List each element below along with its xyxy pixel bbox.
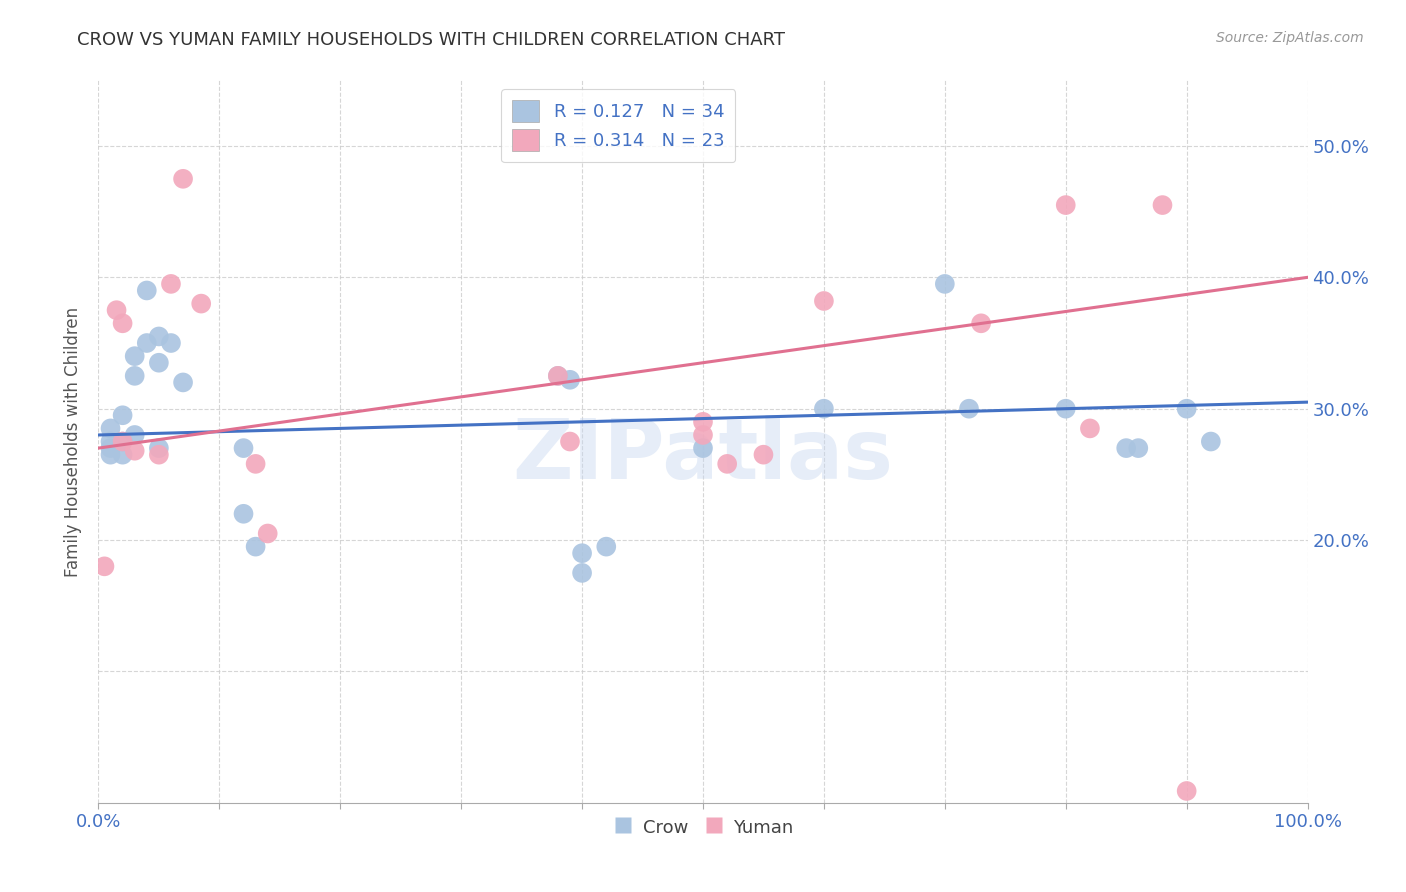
Point	[93, 559, 115, 574]
Point	[571, 546, 593, 560]
Point	[1152, 198, 1174, 212]
Point	[1054, 401, 1077, 416]
Point	[245, 457, 267, 471]
Point	[1199, 434, 1222, 449]
Point	[752, 448, 775, 462]
Point	[105, 303, 128, 318]
Point	[232, 441, 254, 455]
Point	[1128, 441, 1150, 455]
Point	[111, 434, 134, 449]
Text: CROW VS YUMAN FAMILY HOUSEHOLDS WITH CHILDREN CORRELATION CHART: CROW VS YUMAN FAMILY HOUSEHOLDS WITH CHI…	[77, 31, 786, 49]
Point	[124, 443, 146, 458]
Point	[160, 336, 183, 351]
Point	[124, 368, 146, 383]
Point	[135, 284, 157, 298]
Point	[547, 368, 569, 383]
Point	[957, 401, 980, 416]
Point	[172, 171, 194, 186]
Point	[111, 409, 134, 423]
Point	[190, 296, 212, 310]
Point	[692, 428, 714, 442]
Point	[571, 566, 593, 580]
Point	[256, 526, 278, 541]
Text: Source: ZipAtlas.com: Source: ZipAtlas.com	[1216, 31, 1364, 45]
Point	[135, 336, 157, 351]
Point	[148, 356, 170, 370]
Point	[172, 376, 194, 390]
Point	[692, 415, 714, 429]
Point	[148, 448, 170, 462]
Point	[934, 277, 956, 291]
Point	[100, 441, 122, 455]
Point	[813, 293, 835, 308]
Point	[148, 441, 170, 455]
Point	[100, 434, 122, 449]
Point	[148, 329, 170, 343]
Text: ZIPatlas: ZIPatlas	[513, 416, 893, 497]
Point	[692, 441, 714, 455]
Point	[558, 434, 581, 449]
Point	[813, 401, 835, 416]
Point	[232, 507, 254, 521]
Point	[558, 373, 581, 387]
Point	[716, 457, 738, 471]
Point	[100, 421, 122, 435]
Y-axis label: Family Households with Children: Family Households with Children	[65, 307, 83, 576]
Legend: Crow, Yuman: Crow, Yuman	[605, 811, 801, 845]
Point	[1078, 421, 1101, 435]
Point	[970, 316, 993, 330]
Point	[245, 540, 267, 554]
Point	[595, 540, 617, 554]
Point	[547, 368, 569, 383]
Point	[124, 428, 146, 442]
Point	[124, 349, 146, 363]
Point	[1175, 401, 1198, 416]
Point	[1054, 198, 1077, 212]
Point	[1175, 784, 1198, 798]
Point	[100, 448, 122, 462]
Point	[111, 316, 134, 330]
Point	[111, 434, 134, 449]
Point	[160, 277, 183, 291]
Point	[111, 448, 134, 462]
Point	[1115, 441, 1137, 455]
